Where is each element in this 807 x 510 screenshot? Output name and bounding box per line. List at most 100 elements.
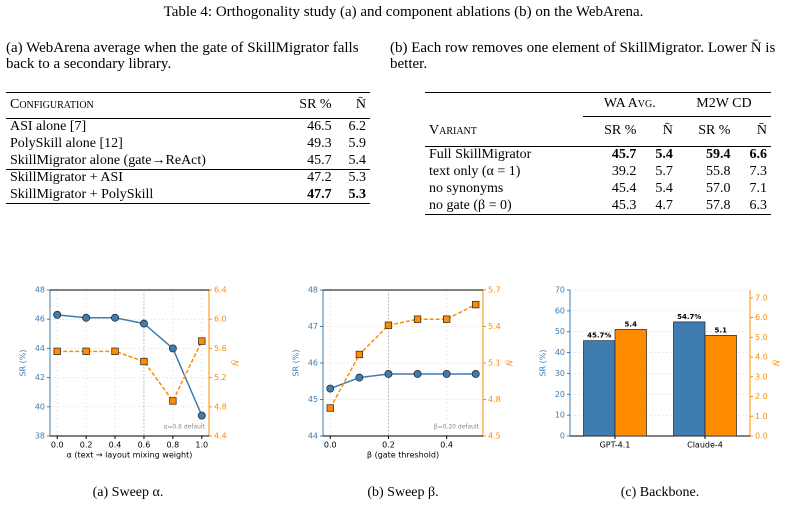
table-cell: 46.5 [281, 118, 336, 136]
table-cell: 5.3 [335, 169, 370, 187]
marker [82, 313, 91, 322]
y-tick-label: 38 [35, 432, 45, 441]
subfigure-caption: (c) Backbone. [621, 485, 700, 500]
y-tick-label: 70 [555, 286, 565, 295]
table-row: PolySkill alone [12] 49.3 5.9 [6, 136, 370, 153]
y2-tick-label: 5.0 [755, 333, 768, 342]
y2-tick-label: 4.4 [214, 432, 227, 441]
marker [326, 384, 335, 393]
y-tick-label: 46 [35, 315, 45, 324]
bar [704, 335, 737, 437]
y2-tick-label: 4.8 [214, 402, 227, 411]
table-row: Configuration SR % N̄ [6, 92, 370, 119]
x-tick-label: 0.2 [382, 441, 395, 450]
y-tick-label: 48 [35, 286, 45, 295]
marker [442, 369, 451, 378]
y-tick-label: 10 [555, 411, 565, 420]
table-cell: 5.9 [348, 135, 367, 151]
y2-tick-label: 4.0 [755, 353, 768, 362]
y-axis-label: SR (%) [292, 349, 301, 376]
y2-tick-label: 1.0 [755, 412, 768, 421]
x-tick-label: 1.0 [195, 441, 208, 450]
table-cell: 49.3 [307, 135, 332, 151]
series-line [330, 373, 476, 390]
y-tick-label: 42 [35, 373, 45, 382]
x-tick-label: GPT-4.1 [600, 441, 631, 450]
table-cell: 45.3 [582, 197, 641, 215]
subfigure-caption: (a) Sweep α. [93, 485, 164, 500]
table-cell: SR % [698, 123, 731, 139]
marker [355, 373, 364, 382]
table-cell: 6.3 [734, 197, 771, 215]
y-tick-label: 20 [555, 390, 565, 399]
y-tick-label: 44 [308, 432, 318, 441]
y-tick-label: 50 [555, 327, 565, 336]
marker [198, 337, 206, 345]
y2-tick-label: 4.8 [488, 395, 501, 404]
marker [140, 319, 148, 328]
y2-tick-label: 5.6 [214, 344, 227, 353]
x-tick-label: 0.2 [80, 441, 93, 450]
x-tick-label: 0.4 [109, 441, 122, 450]
y2-tick-label: 2.0 [755, 392, 768, 401]
marker [384, 321, 393, 329]
value-label: 5.1 [715, 326, 728, 334]
table-cell: 45.7 [307, 152, 332, 168]
y2-axis-label: N̄ [771, 360, 781, 366]
table-row: Variant SR % N̄ SR % N̄ [425, 117, 771, 147]
table-cell: SkillMigrator alone (gate→ReAct) [10, 152, 206, 168]
series-line [329, 303, 477, 409]
table-a: Configuration SR % N̄ ASI alone [7] 46.5 6.2 P… [6, 92, 370, 204]
table-cell: 45.4 [611, 180, 637, 196]
table-row: ASI alone [7] 46.5 6.2 [6, 118, 370, 136]
table-b: WA Avg. M2W CD Variant SR % N̄ SR % N̄ Full Ski… [425, 92, 771, 215]
marker [326, 404, 334, 412]
annotation: β=0.20 default [434, 424, 480, 431]
table-cell: Full SkillMigrator [425, 146, 583, 164]
table-caption: Table 4: Orthogonality study (a) and com… [163, 4, 644, 20]
table-row: SkillMigrator alone (gate→ReAct) 45.7 5.4 [6, 153, 370, 170]
table-cell: 57.0 [705, 180, 731, 196]
table-cell: no synonyms [429, 180, 504, 196]
table-cell [425, 92, 583, 117]
value-label: 5.4 [625, 320, 638, 328]
marker [168, 344, 177, 353]
table-cell: Configuration [6, 92, 282, 119]
table-row: SkillMigrator + ASI 47.2 5.3 [6, 169, 370, 187]
y2-tick-label: 6.0 [755, 313, 768, 322]
marker [53, 347, 61, 355]
y2-tick-label: 6.4 [214, 286, 227, 295]
marker [413, 315, 422, 323]
marker [111, 313, 119, 322]
table-cell: 39.2 [611, 163, 637, 179]
table-cell: 47.7 [281, 186, 336, 204]
table-row: Full SkillMigrator 45.7 5.4 59.4 6.6 [425, 146, 771, 164]
value-label: 45.7% [587, 332, 611, 340]
series-line [57, 314, 203, 416]
y2-tick-label: 5.7 [488, 286, 501, 295]
table-cell: SR % [604, 123, 637, 139]
y2-axis-label: N̄ [230, 360, 240, 366]
table-cell: 55.8 [705, 163, 731, 179]
table-cell: 59.4 [676, 146, 735, 164]
table-row: no gate (β = 0) 45.3 4.7 57.8 6.3 [425, 197, 771, 215]
charts: 38 40 42 44 46 48 4.4 4.8 5.2 5.6 6.0 6.4 0.0 0.2 0.4 0… [19, 286, 782, 501]
y-tick-label: 46 [308, 359, 318, 368]
x-axis-label: α (text → layout mixing weight) [67, 451, 193, 460]
table-row: SkillMigrator + PolySkill 47.7 5.3 [6, 186, 370, 204]
marker [471, 369, 480, 378]
annotation: α=0.6 default [163, 424, 205, 431]
table-cell: SR % [281, 92, 336, 119]
marker [111, 347, 119, 355]
table-a-caption: (a) WebArena average when the gate of Sk… [6, 40, 359, 72]
table-cell: 7.3 [749, 163, 768, 179]
table-row: text only (α = 1) 39.2 5.7 55.8 7.3 [425, 164, 771, 181]
table-cell: 5.4 [640, 146, 677, 164]
marker [82, 347, 90, 355]
y-tick-label: 45 [308, 395, 318, 404]
y-tick-label: 44 [35, 344, 45, 353]
table-b-caption: (b) Each row removes one element of Skil… [390, 40, 776, 72]
marker [197, 411, 206, 420]
y-tick-label: 0 [560, 432, 565, 441]
